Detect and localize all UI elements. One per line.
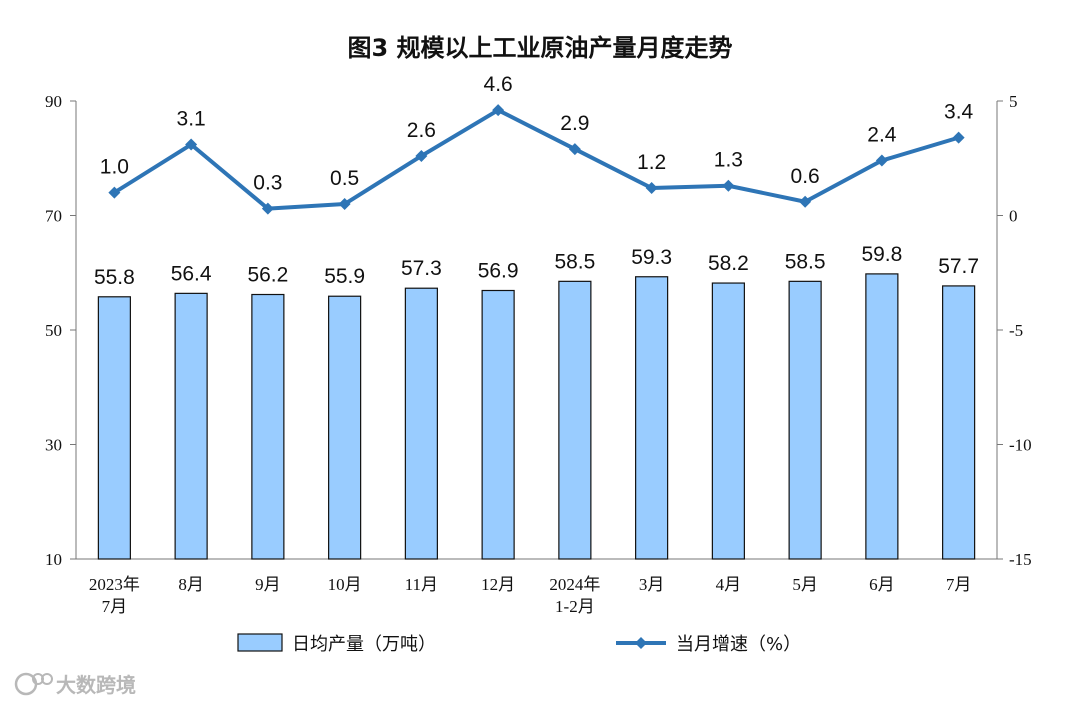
line-value-label: 0.6 [791,165,820,188]
category-label: 4月 [716,575,742,594]
bar [788,280,822,560]
bar-value-label: 59.3 [631,246,672,269]
line-point [108,186,121,199]
line-series [108,104,965,215]
category-label: 10月 [328,575,362,594]
bar-value-label: 57.3 [401,257,442,280]
watermark-logo-icon [14,672,53,696]
bar [865,273,899,560]
line-value-label: 3.1 [177,108,206,131]
line-point [185,138,198,151]
category-labels: 2023年 7月 8月 9月 10月 11月 12月 2024年 1-2月 3月 4月 5月 6月 7月 [89,575,972,616]
category-label: 7月 [102,597,128,616]
y-left-tick-label: 10 [45,550,62,569]
bar-series [97,273,976,560]
bar [97,296,131,560]
category-label: 1-2月 [555,597,595,616]
y-left-tick-label: 50 [45,321,62,340]
bar-value-label: 56.9 [478,259,519,282]
bar [942,285,976,560]
line-point [799,195,812,208]
line-data-labels: 1.0 3.1 0.3 0.5 2.6 4.6 2.9 1.2 1.3 0.6 2.4 3.4 [100,73,974,194]
bar-value-label: 56.4 [171,262,212,285]
y-left-tick-label: 70 [45,207,62,226]
legend-bar-swatch [237,633,283,652]
bar [328,295,362,560]
y-right-tick-label: 5 [1009,92,1018,111]
line-value-label: 1.3 [714,149,743,172]
line-value-label: 1.0 [100,156,129,179]
y-left-tick-label: 90 [45,92,62,111]
watermark-text: 大数跨境 [56,673,136,697]
y-left-tick-label: 30 [45,436,62,455]
category-label: 6月 [869,575,895,594]
y-right-tick-label: -5 [1009,321,1023,340]
legend-line-label: 当月增速（%） [676,634,801,655]
category-label: 7月 [946,575,972,594]
bar-value-label: 55.8 [94,266,135,289]
line-point [875,154,888,167]
category-label: 2023年 [89,575,140,594]
category-label: 9月 [255,575,281,594]
chart-title: 图3 规模以上工业原油产量月度走势 [347,34,733,62]
bar [558,280,592,560]
bar-value-label: 56.2 [247,264,288,287]
line-value-label: 0.3 [253,172,282,195]
line-value-label: 2.6 [407,119,436,142]
line-point [722,179,735,192]
legend: 日均产量（万吨） 当月增速（%） [237,633,801,655]
category-label: 12月 [481,575,515,594]
y-right-tick-label: -15 [1009,550,1032,569]
line-value-label: 2.9 [560,112,589,135]
bar-data-labels: 55.8 56.4 56.2 55.9 57.3 56.9 58.5 59.3 58.2 58.5… [94,243,979,289]
line-point [338,198,351,211]
bar [711,282,745,560]
category-label: 11月 [405,575,438,594]
watermark: 大数跨境 [14,672,136,697]
bar-value-label: 59.8 [861,243,902,266]
category-label: 3月 [639,575,665,594]
line-point [645,182,658,195]
bar-value-label: 58.5 [554,250,595,273]
bar-value-label: 55.9 [324,265,365,288]
bar [404,287,438,560]
bar [481,289,515,560]
line-value-label: 2.4 [867,124,897,147]
line-value-label: 4.6 [484,73,513,96]
y-right-tick-label: -10 [1009,436,1032,455]
bar [635,276,669,560]
category-label: 2024年 [549,575,600,594]
line-point [261,202,274,215]
line-value-label: 0.5 [330,167,359,190]
line-point [415,149,428,162]
axes: 10 30 50 70 90 -15 -10 -5 0 5 [45,92,1032,569]
line-value-label: 3.4 [944,101,974,124]
line-point [492,104,505,117]
category-label: 5月 [792,575,818,594]
bar [174,292,208,560]
bar-value-label: 58.2 [708,252,749,275]
bar-value-label: 57.7 [938,255,979,278]
legend-line-marker [635,637,647,649]
bar [251,293,285,560]
category-label: 8月 [178,575,204,594]
line-path [113,108,960,211]
line-value-label: 1.2 [637,151,666,174]
legend-bar-label: 日均产量（万吨） [292,634,436,655]
bar-value-label: 58.5 [785,250,826,273]
line-point [952,131,965,144]
line-point [568,143,581,156]
y-right-tick-label: 0 [1009,207,1018,226]
